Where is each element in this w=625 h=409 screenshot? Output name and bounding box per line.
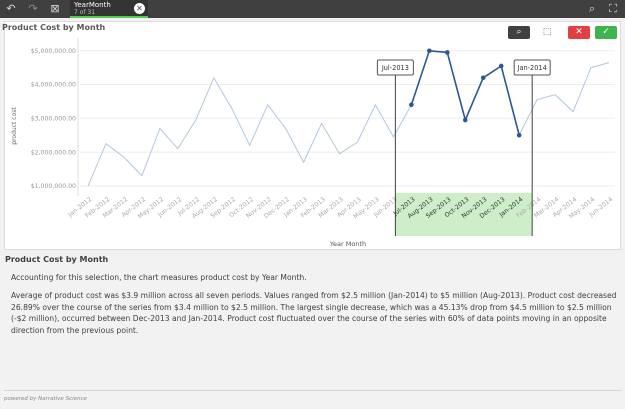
range-end-label: Jan-2014: [517, 64, 547, 72]
range-end-box[interactable]: [513, 59, 551, 76]
range-start-box[interactable]: [376, 59, 414, 76]
data-point[interactable]: [427, 48, 432, 54]
narrative-title: Product Cost by Month: [5, 255, 109, 264]
confirm-selection-button[interactable]: ✓: [595, 26, 617, 39]
selection-count: 7 of 31: [74, 9, 96, 16]
lasso-button[interactable]: ⌕: [508, 26, 530, 39]
x-axis-label: Year Month: [329, 240, 366, 248]
y-tick-label: $1,000,000.00: [31, 183, 76, 190]
range-start-label: Jul-2013: [381, 64, 409, 72]
y-axis-label: product cost: [11, 107, 18, 145]
footer-divider: [4, 390, 621, 391]
narrative-intro: Accounting for this selection, the chart…: [11, 273, 307, 282]
y-tick-label: $3,000,000.00: [31, 116, 76, 123]
narrative-body: Average of product cost was $3.9 million…: [11, 291, 617, 335]
clear-selections-icon[interactable]: ⊠: [50, 2, 60, 15]
data-point[interactable]: [480, 75, 486, 81]
powered-by-label: powered by Narrative Science: [4, 396, 87, 402]
data-point[interactable]: [462, 117, 468, 123]
selection-field-name: YearMonth: [74, 1, 111, 9]
cancel-selection-button[interactable]: ✕: [568, 26, 590, 39]
data-point[interactable]: [409, 102, 414, 108]
chart-title: Product Cost by Month: [2, 23, 106, 32]
data-point[interactable]: [516, 132, 522, 138]
clear-field-icon[interactable]: ✕: [134, 3, 145, 14]
context-series-line: [87, 50, 610, 187]
product-cost-line-chart[interactable]: $1,000,000.00 $2,000,000.00 $3,000,000.00 $…: [0, 0, 625, 250]
selection-range-area[interactable]: [395, 193, 533, 236]
selections-tool-icon[interactable]: ⛶: [609, 2, 617, 15]
data-point[interactable]: [498, 63, 504, 69]
search-icon[interactable]: ⌕: [588, 2, 596, 15]
y-tick-label: $4,000,000.00: [31, 82, 76, 89]
selection-tool-icon[interactable]: ⬚: [536, 26, 558, 39]
step-back-icon[interactable]: ↶: [6, 2, 16, 15]
step-forward-icon[interactable]: ↷: [28, 2, 38, 15]
selection-toolbar: ↶ ↷ ⊠ YearMonth 7 of 31 ✕ ⌕ ⛶: [0, 0, 625, 18]
y-tick-label: $5,000,000.00: [31, 48, 76, 55]
y-tick-label: $2,000,000.00: [31, 149, 76, 156]
data-point[interactable]: [445, 50, 450, 55]
selected-series-line: [410, 49, 520, 136]
selection-tab-yearmonth[interactable]: YearMonth 7 of 31 ✕: [70, 0, 148, 18]
